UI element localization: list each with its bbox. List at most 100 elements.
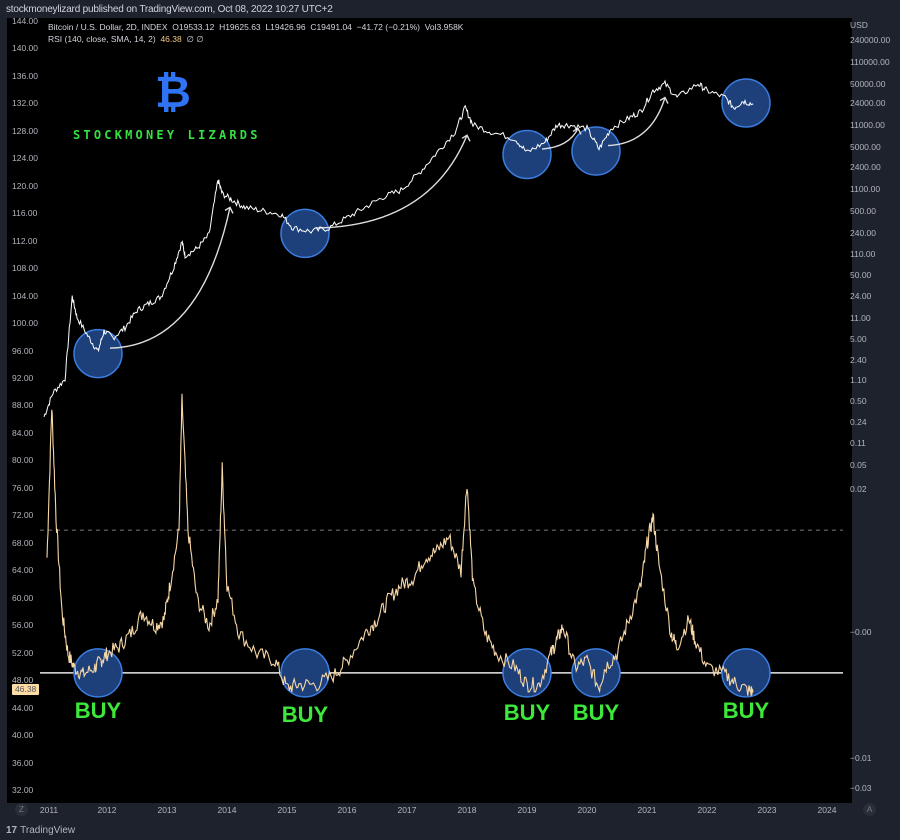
right-axis-tick: 110.00 bbox=[850, 249, 876, 259]
open-value: 19533.12 bbox=[178, 22, 215, 32]
left-axis-tick: 60.00 bbox=[12, 592, 34, 603]
auto-zoom-button[interactable]: Z bbox=[15, 803, 28, 816]
right-axis-tick: 110000.00 bbox=[850, 57, 890, 67]
left-axis-tick: 136.00 bbox=[12, 70, 38, 81]
left-axis-tick: 44.00 bbox=[12, 702, 34, 713]
left-axis-tick: 124.00 bbox=[12, 153, 38, 164]
footer-bar bbox=[0, 820, 900, 840]
left-axis-tick: 128.00 bbox=[12, 125, 38, 136]
price-legend-row: Bitcoin / U.S. Dollar, 2D, INDEX O19533.… bbox=[48, 22, 464, 32]
tradingview-name: TradingView bbox=[20, 825, 76, 836]
axis-unit-label: USD bbox=[850, 20, 868, 30]
rsi-highlight-circle bbox=[721, 648, 771, 698]
buy-label: BUY bbox=[74, 698, 122, 723]
price-highlight-circle bbox=[280, 208, 330, 259]
left-axis-tick: 52.00 bbox=[12, 647, 34, 658]
right-axis-tick: −0.00 bbox=[850, 627, 872, 637]
left-axis-tick: 132.00 bbox=[12, 98, 38, 109]
rsi-highlight-circle bbox=[280, 648, 330, 698]
trend-arrow bbox=[541, 128, 579, 150]
change-value: −41.72 (−0.21%) bbox=[356, 22, 420, 32]
year-tick: 2021 bbox=[637, 805, 657, 815]
left-axis-tick: 84.00 bbox=[12, 427, 34, 438]
rsi-indicator-name[interactable]: RSI (140, close, SMA, 14, 2) bbox=[48, 34, 156, 44]
left-axis-tick: 36.00 bbox=[12, 757, 34, 768]
left-axis-tick: 76.00 bbox=[12, 482, 34, 493]
right-axis-tick: 0.05 bbox=[850, 460, 867, 470]
arrow-head-icon bbox=[224, 206, 234, 214]
left-axis-tick: 48.00 bbox=[12, 675, 34, 686]
bitcoin-logo-icon: ₿ bbox=[155, 67, 191, 118]
right-axis-tick: 0.50 bbox=[850, 396, 867, 406]
publisher-text: stockmoneylizard published on TradingVie… bbox=[6, 4, 333, 15]
buy-label: BUY bbox=[503, 700, 551, 725]
rsi-highlight-circle bbox=[73, 648, 123, 698]
rsi-extra: ∅ ∅ bbox=[186, 34, 204, 44]
right-axis-tick: 24.00 bbox=[850, 291, 872, 301]
left-axis-tick: 116.00 bbox=[12, 208, 38, 219]
left-axis-tick: 68.00 bbox=[12, 537, 34, 548]
left-axis-tick: 104.00 bbox=[12, 290, 38, 301]
left-axis-tick: 140.00 bbox=[12, 43, 38, 54]
left-axis-tick: 80.00 bbox=[12, 455, 34, 466]
right-axis-tick: 5.00 bbox=[850, 334, 867, 344]
right-axis-tick: 2400.00 bbox=[850, 162, 881, 172]
brand-text: STOCKMONEY LIZARDS bbox=[73, 128, 261, 142]
left-axis-tick: 56.00 bbox=[12, 620, 34, 631]
buy-label: BUY bbox=[281, 702, 329, 727]
right-axis-tick: 240000.00 bbox=[850, 35, 891, 45]
publisher-bar: stockmoneylizard published on TradingVie… bbox=[0, 0, 900, 18]
trend-arrow bbox=[109, 207, 231, 349]
right-axis-tick: 24000.00 bbox=[850, 98, 886, 108]
year-tick: 2012 bbox=[97, 805, 117, 815]
low-value: 19426.96 bbox=[270, 22, 306, 32]
arrow-head-icon bbox=[461, 134, 471, 142]
right-axis-tick: −0.03 bbox=[850, 783, 872, 793]
right-axis-tick: 0.11 bbox=[850, 438, 866, 448]
rsi-highlight-circle bbox=[571, 648, 621, 698]
buy-label: BUY bbox=[722, 698, 770, 723]
left-axis-tick: 40.00 bbox=[12, 730, 34, 741]
left-axis-tick: 108.00 bbox=[12, 263, 38, 274]
tradingview-logo[interactable]: 17 TradingView bbox=[6, 825, 75, 836]
auto-scale-button[interactable]: A bbox=[863, 803, 876, 816]
left-axis-tick: 88.00 bbox=[12, 400, 34, 411]
year-tick: 2019 bbox=[517, 805, 537, 815]
year-tick: 2011 bbox=[39, 805, 59, 815]
left-axis-tick: 96.00 bbox=[12, 345, 34, 356]
year-tick: 2014 bbox=[217, 805, 237, 815]
arrow-head-icon bbox=[572, 127, 582, 135]
rsi-current-badge: 46.38 bbox=[12, 684, 40, 695]
arrow-head-icon bbox=[659, 96, 669, 104]
year-tick: 2016 bbox=[337, 805, 357, 815]
right-axis-tick: 5000.00 bbox=[850, 142, 881, 152]
high-value: 19625.63 bbox=[225, 22, 261, 32]
right-axis-tick: 1100.00 bbox=[850, 184, 881, 194]
rsi-line bbox=[46, 393, 754, 697]
year-tick: 2018 bbox=[457, 805, 477, 815]
right-axis-tick: 500.00 bbox=[850, 206, 876, 216]
price-highlight-circle bbox=[73, 328, 123, 379]
right-axis-tick: 11000.00 bbox=[850, 120, 885, 130]
price-line bbox=[43, 79, 754, 418]
right-axis-tick: 1.10 bbox=[850, 375, 867, 385]
left-axis-tick: 100.00 bbox=[12, 318, 38, 329]
right-axis-tick: 50000.00 bbox=[850, 79, 886, 89]
right-axis-tick: 240.00 bbox=[850, 228, 876, 238]
right-axis-tick: 2.40 bbox=[850, 355, 867, 365]
price-highlight-circle bbox=[571, 126, 621, 176]
left-axis-tick: 72.00 bbox=[12, 510, 34, 521]
symbol-name[interactable]: Bitcoin / U.S. Dollar, 2D, INDEX bbox=[48, 22, 168, 32]
volume-value: 3.958K bbox=[436, 22, 464, 32]
trend-arrow bbox=[607, 97, 666, 147]
rsi-legend-row: RSI (140, close, SMA, 14, 2) 46.38 ∅ ∅ bbox=[48, 33, 463, 45]
left-axis-tick: 32.00 bbox=[12, 784, 34, 795]
trend-arrow bbox=[316, 135, 468, 229]
year-tick: 2020 bbox=[577, 805, 597, 815]
right-axis-tick: 11.00 bbox=[850, 313, 871, 323]
right-axis-tick: −0.01 bbox=[850, 753, 872, 763]
right-axis-tick: 0.24 bbox=[850, 417, 867, 427]
tradingview-mark-icon: 17 bbox=[6, 825, 18, 836]
left-axis-tick: 120.00 bbox=[12, 180, 38, 191]
